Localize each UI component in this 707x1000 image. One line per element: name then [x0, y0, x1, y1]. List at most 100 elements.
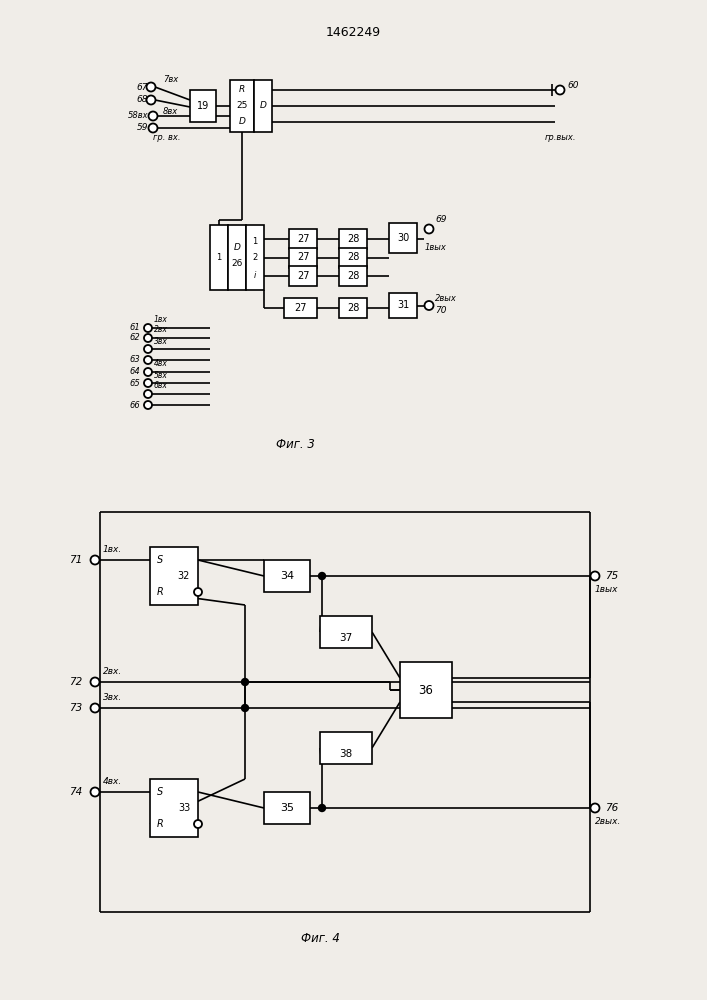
Text: D: D: [233, 243, 240, 252]
Text: 1: 1: [216, 253, 221, 262]
Bar: [210, 225, 228, 290]
Bar: [190, 90, 216, 122]
Text: 71: 71: [69, 555, 82, 565]
Text: R: R: [239, 86, 245, 95]
Text: 2: 2: [252, 253, 257, 262]
Circle shape: [590, 804, 600, 812]
Text: 59: 59: [136, 123, 148, 132]
Text: 69: 69: [435, 216, 447, 225]
Circle shape: [194, 820, 202, 828]
Bar: [389, 293, 417, 318]
Text: 5вх: 5вх: [154, 370, 168, 379]
Text: 7вх: 7вх: [163, 76, 178, 85]
Bar: [320, 732, 372, 764]
Circle shape: [144, 401, 152, 409]
Text: гр. вх.: гр. вх.: [153, 133, 180, 142]
Circle shape: [148, 111, 158, 120]
Text: R: R: [157, 587, 163, 597]
Text: S: S: [157, 787, 163, 797]
Text: 28: 28: [347, 271, 359, 281]
Text: 64: 64: [129, 367, 140, 376]
Text: 37: 37: [339, 633, 353, 643]
Text: 68: 68: [136, 96, 148, 104]
Text: i: i: [254, 271, 256, 280]
Text: 61: 61: [129, 324, 140, 332]
Text: 70: 70: [435, 306, 447, 315]
Circle shape: [590, 572, 600, 580]
Text: 6вх: 6вх: [154, 381, 168, 390]
Bar: [289, 229, 317, 249]
Text: 25: 25: [236, 102, 247, 110]
Circle shape: [318, 572, 325, 580]
Text: D: D: [259, 102, 267, 110]
Text: 30: 30: [397, 233, 409, 243]
Text: 27: 27: [297, 234, 309, 244]
Bar: [289, 266, 317, 286]
Text: 74: 74: [69, 787, 82, 797]
Text: 4вх.: 4вх.: [103, 776, 122, 786]
Text: 28: 28: [347, 252, 359, 262]
Circle shape: [90, 788, 100, 796]
Text: 73: 73: [69, 703, 82, 713]
Circle shape: [90, 678, 100, 686]
Bar: [339, 229, 367, 249]
Bar: [389, 223, 417, 253]
Text: 1вх: 1вх: [154, 316, 168, 324]
Bar: [264, 792, 310, 824]
Text: 2вых: 2вых: [435, 294, 457, 303]
Bar: [320, 616, 372, 648]
Text: 34: 34: [280, 571, 294, 581]
Circle shape: [242, 678, 248, 686]
Bar: [230, 80, 254, 132]
Text: 67: 67: [136, 83, 148, 92]
Bar: [339, 298, 367, 318]
Text: 19: 19: [197, 101, 209, 111]
Circle shape: [144, 356, 152, 364]
Text: 65: 65: [129, 378, 140, 387]
Circle shape: [144, 390, 152, 398]
Circle shape: [556, 86, 564, 95]
Circle shape: [424, 301, 433, 310]
Circle shape: [144, 368, 152, 376]
Text: 35: 35: [280, 803, 294, 813]
Text: 28: 28: [347, 234, 359, 244]
Text: 27: 27: [294, 303, 307, 313]
Text: 66: 66: [129, 400, 140, 410]
Text: D: D: [238, 117, 245, 126]
Text: 8вх: 8вх: [163, 107, 178, 116]
Bar: [284, 298, 317, 318]
Circle shape: [146, 83, 156, 92]
Bar: [339, 266, 367, 286]
Text: 72: 72: [69, 677, 82, 687]
Text: 75: 75: [605, 571, 618, 581]
Text: Фиг. 3: Фиг. 3: [276, 438, 315, 450]
Text: Фиг. 4: Фиг. 4: [300, 932, 339, 944]
Bar: [289, 247, 317, 267]
Text: 32: 32: [178, 571, 190, 581]
Bar: [254, 80, 272, 132]
Text: 2вх: 2вх: [154, 326, 168, 334]
Circle shape: [424, 225, 433, 233]
Circle shape: [144, 334, 152, 342]
Bar: [400, 662, 452, 718]
Text: 58вх: 58вх: [127, 111, 148, 120]
Circle shape: [148, 123, 158, 132]
Bar: [246, 225, 264, 290]
Bar: [264, 560, 310, 592]
Circle shape: [90, 556, 100, 564]
Text: 3вх: 3вх: [154, 336, 168, 346]
Text: 27: 27: [297, 252, 309, 262]
Text: гр.вых.: гр.вых.: [545, 132, 576, 141]
Text: 1вых: 1вых: [425, 243, 447, 252]
Text: 1вых: 1вых: [595, 584, 619, 593]
Text: 1вх.: 1вх.: [103, 544, 122, 554]
Text: 62: 62: [129, 334, 140, 342]
Text: 28: 28: [347, 303, 359, 313]
Text: 60: 60: [567, 81, 578, 90]
Circle shape: [144, 345, 152, 353]
Circle shape: [146, 96, 156, 104]
Circle shape: [194, 588, 202, 596]
Text: 38: 38: [339, 749, 353, 759]
Text: 26: 26: [231, 259, 243, 268]
Text: 76: 76: [605, 803, 618, 813]
